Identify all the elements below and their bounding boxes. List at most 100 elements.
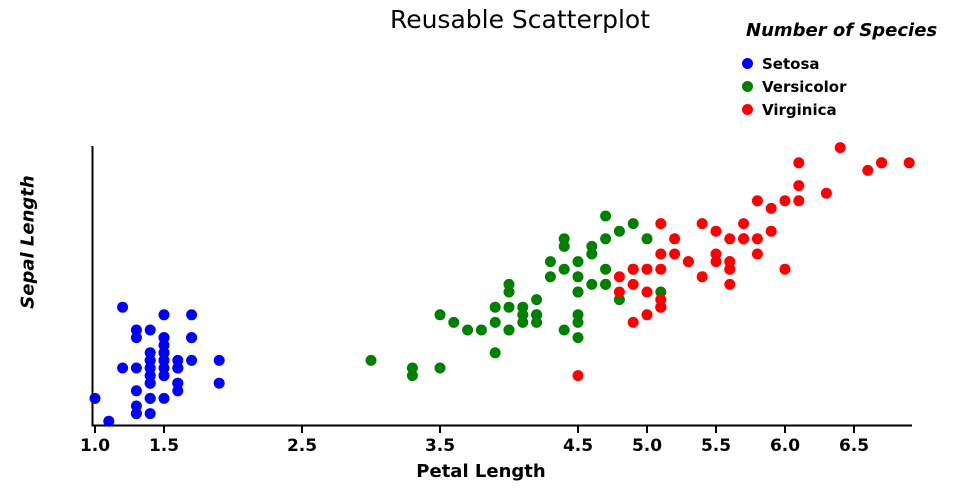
legend-item-label: Setosa: [762, 54, 820, 73]
scatter-point-setosa: [117, 301, 129, 313]
scatter-point-setosa: [144, 362, 156, 374]
scatter-point-setosa: [186, 309, 198, 321]
x-axis-label: Petal Length: [416, 461, 546, 482]
scatter-point-versicolor: [613, 294, 625, 306]
x-tick-label: 4.5: [563, 436, 593, 456]
scatter-point-setosa: [130, 385, 142, 397]
legend-item-virginica: Virginica: [742, 98, 937, 121]
scatter-point-virginica: [613, 286, 625, 298]
scatter-point-versicolor: [503, 301, 515, 313]
scatter-point-setosa: [172, 385, 184, 397]
legend-item-setosa: Setosa: [742, 52, 937, 75]
scatter-point-virginica: [710, 248, 722, 260]
scatter-point-versicolor: [517, 316, 529, 328]
scatter-point-versicolor: [365, 354, 377, 366]
scatter-point-versicolor: [558, 263, 570, 275]
chart-title: Reusable Scatterplot: [389, 5, 651, 34]
scatter-point-virginica: [682, 256, 694, 268]
scatter-point-versicolor: [600, 278, 612, 290]
scatter-point-versicolor: [517, 309, 529, 321]
scatter-point-versicolor: [503, 278, 515, 290]
scatter-point-setosa: [130, 400, 142, 412]
scatter-point-versicolor: [406, 370, 418, 382]
scatter-point-virginica: [862, 164, 874, 176]
x-tick-label: 2.5: [287, 436, 317, 456]
scatter-point-setosa: [158, 392, 170, 404]
scatter-point-versicolor: [655, 286, 667, 298]
scatter-point-virginica: [696, 218, 708, 230]
scatter-point-setosa: [158, 339, 170, 351]
scatter-point-virginica: [724, 263, 736, 275]
scatter-point-versicolor: [572, 286, 584, 298]
x-tick-label: 5.0: [632, 436, 662, 456]
scatter-point-setosa: [144, 370, 156, 382]
scatter-point-virginica: [641, 263, 653, 275]
scatter-point-setosa: [130, 324, 142, 336]
scatter-point-setosa: [144, 377, 156, 389]
scatter-point-setosa: [158, 362, 170, 374]
scatter-point-versicolor: [448, 316, 460, 328]
legend-entries: Setosa Versicolor Virginica: [742, 52, 937, 121]
scatter-point-versicolor: [600, 210, 612, 222]
scatter-point-setosa: [144, 408, 156, 420]
scatter-point-setosa: [144, 354, 156, 366]
scatter-point-virginica: [627, 278, 639, 290]
scatter-point-setosa: [130, 332, 142, 344]
scatter-point-virginica: [751, 233, 763, 245]
scatter-point-versicolor: [406, 362, 418, 374]
scatter-point-versicolor: [600, 263, 612, 275]
scatter-point-virginica: [655, 248, 667, 260]
x-tick-label: 6.5: [839, 436, 869, 456]
scatter-point-virginica: [738, 233, 750, 245]
scatter-point-virginica: [627, 316, 639, 328]
scatter-point-virginica: [655, 218, 667, 230]
scatter-point-versicolor: [572, 309, 584, 321]
scatter-point-virginica: [696, 271, 708, 283]
scatter-point-versicolor: [600, 233, 612, 245]
scatter-point-virginica: [710, 225, 722, 237]
scatter-point-versicolor: [572, 316, 584, 328]
scatter-point-versicolor: [475, 324, 487, 336]
scatter-point-setosa: [172, 377, 184, 389]
scatter-point-setosa: [172, 354, 184, 366]
scatter-point-setosa: [213, 354, 225, 366]
scatter-point-versicolor: [434, 362, 446, 374]
scatter-point-setosa: [144, 392, 156, 404]
scatter-point-setosa: [186, 332, 198, 344]
scatter-point-virginica: [724, 233, 736, 245]
scatter-point-versicolor: [558, 324, 570, 336]
scatter-point-versicolor: [627, 218, 639, 230]
legend-swatch-versicolor: [742, 81, 753, 92]
scatter-point-setosa: [130, 362, 142, 374]
scatter-point-virginica: [641, 286, 653, 298]
x-tick-label: 1.0: [80, 436, 110, 456]
scatter-point-versicolor: [434, 309, 446, 321]
x-tick-label: 3.5: [425, 436, 455, 456]
scatter-point-setosa: [172, 362, 184, 374]
scatter-point-versicolor: [489, 347, 501, 359]
scatter-point-virginica: [793, 157, 805, 169]
scatter-point-virginica: [779, 195, 791, 207]
scatter-point-virginica: [655, 294, 667, 306]
scatter-point-virginica: [627, 263, 639, 275]
scatter-point-setosa: [144, 324, 156, 336]
scatter-point-versicolor: [586, 248, 598, 260]
scatter-point-versicolor: [641, 233, 653, 245]
scatter-point-versicolor: [489, 316, 501, 328]
scatter-point-virginica: [876, 157, 888, 169]
scatter-point-versicolor: [531, 294, 543, 306]
legend-swatch-virginica: [742, 104, 753, 115]
x-tick-label: 1.5: [149, 436, 179, 456]
scatter-point-virginica: [751, 248, 763, 260]
y-axis-label: Sepal Length: [17, 175, 39, 309]
scatter-point-virginica: [641, 309, 653, 321]
scatter-point-virginica: [613, 271, 625, 283]
legend-item-versicolor: Versicolor: [742, 75, 937, 98]
scatter-point-setosa: [213, 377, 225, 389]
scatter-point-setosa: [130, 408, 142, 420]
scatter-point-setosa: [117, 362, 129, 374]
legend-item-label: Versicolor: [762, 77, 847, 96]
scatter-point-virginica: [820, 187, 832, 199]
scatter-point-versicolor: [613, 225, 625, 237]
